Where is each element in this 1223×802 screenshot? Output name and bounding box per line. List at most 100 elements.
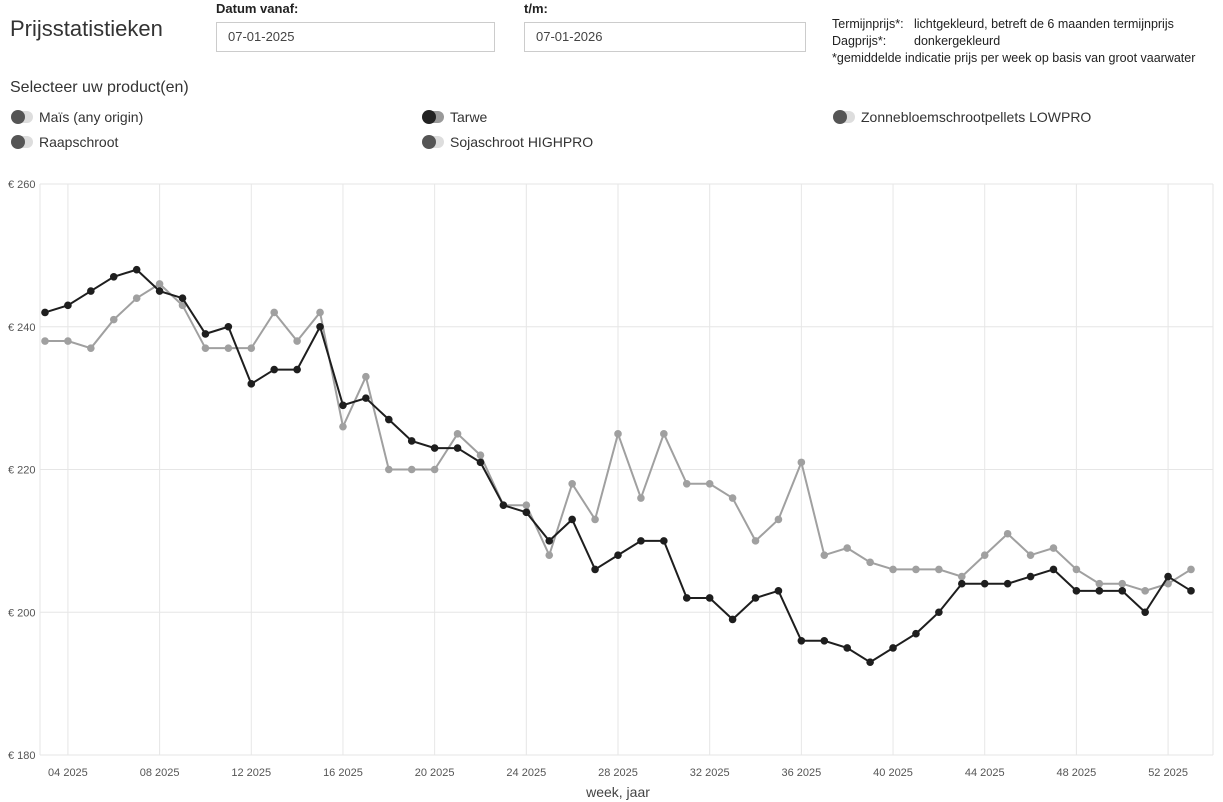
data-point: [522, 508, 531, 517]
data-point: [201, 330, 210, 338]
product-label: Tarwe: [450, 109, 488, 125]
data-point: [1164, 579, 1172, 588]
data-point: [1003, 579, 1012, 588]
product-toggle-raapschroot[interactable]: Raapschroot: [11, 134, 118, 150]
data-point: [453, 430, 462, 438]
product-label: Zonnebloemschrootpellets LOWPRO: [861, 109, 1092, 125]
term-key: Termijnprijs*:: [832, 17, 904, 31]
data-point: [1118, 579, 1127, 588]
data-point: [247, 344, 256, 352]
data-point: [660, 430, 668, 438]
data-point: [155, 280, 164, 288]
data-point: [1026, 551, 1035, 559]
x-tick-label: 20 2025: [415, 767, 455, 779]
data-point: [407, 437, 416, 445]
data-point: [339, 422, 347, 431]
data-point: [591, 515, 599, 524]
data-point: [1003, 529, 1012, 538]
x-tick-label: 32 2025: [690, 767, 730, 779]
data-point: [820, 637, 829, 645]
data-point: [843, 544, 851, 552]
data-point: [935, 608, 943, 617]
data-point: [522, 501, 531, 509]
data-point: [270, 308, 279, 317]
data-point: [1049, 544, 1058, 552]
data-point: [1095, 587, 1104, 595]
data-point: [64, 337, 72, 345]
data-point: [889, 644, 897, 652]
data-point: [912, 629, 920, 638]
product-toggle-zonnebloem[interactable]: Zonnebloemschrootpellets LOWPRO: [833, 109, 1091, 125]
data-point: [385, 415, 393, 424]
x-tick-label: 44 2025: [965, 767, 1005, 779]
y-tick-label: € 240: [8, 322, 36, 334]
data-point: [224, 322, 233, 331]
y-tick-label: € 180: [8, 750, 36, 762]
data-point: [1026, 572, 1035, 581]
data-point: [568, 479, 576, 488]
data-point: [132, 265, 141, 274]
data-point: [362, 394, 370, 402]
data-point: [109, 272, 118, 281]
toggle-icon: [11, 135, 33, 149]
data-point: [64, 301, 72, 310]
x-tick-label: 28 2025: [598, 767, 638, 779]
data-point: [339, 401, 347, 410]
y-tick-label: € 220: [8, 465, 36, 477]
data-point: [866, 658, 874, 667]
date-to-label: t/m:: [524, 1, 548, 16]
data-point: [889, 565, 897, 574]
data-point: [1141, 587, 1149, 595]
data-point: [41, 337, 49, 345]
product-label: Raapschroot: [39, 134, 119, 150]
data-point: [545, 537, 554, 545]
data-point: [1095, 579, 1104, 588]
data-point: [774, 515, 783, 524]
x-tick-label: 52 2025: [1148, 767, 1188, 779]
price-legend: Termijnprijs*: lichtgekleurd, betreft de …: [832, 16, 1195, 67]
product-toggle-tarwe[interactable]: Tarwe: [422, 109, 487, 125]
data-point: [178, 294, 187, 303]
data-point: [155, 287, 164, 295]
data-point: [705, 479, 714, 488]
data-point: [293, 365, 301, 374]
select-products-label: Selecteer uw product(en): [10, 79, 189, 96]
product-toggle-soja[interactable]: Sojaschroot HIGHPRO: [422, 134, 593, 150]
data-point: [1049, 565, 1058, 574]
data-point: [247, 380, 256, 388]
product-label: Sojaschroot HIGHPRO: [450, 134, 594, 150]
data-point: [843, 644, 851, 652]
data-point: [385, 465, 393, 474]
y-tick-label: € 260: [8, 179, 36, 191]
data-point: [109, 315, 118, 324]
data-point: [980, 551, 989, 559]
product-toggle-mais[interactable]: Maïs (any origin): [11, 109, 143, 125]
legend-note: *gemiddelde indicatie prijs per week op …: [832, 51, 1196, 65]
data-point: [614, 551, 622, 559]
data-point: [87, 344, 95, 352]
data-point: [476, 451, 485, 460]
product-label: Maïs (any origin): [39, 109, 144, 125]
y-tick-label: € 200: [8, 607, 36, 619]
date-from-input[interactable]: 07-01-2025: [216, 22, 495, 52]
data-point: [980, 579, 989, 588]
data-point: [797, 637, 806, 645]
data-point: [476, 458, 485, 467]
x-tick-label: 12 2025: [231, 767, 271, 779]
toggle-icon: [11, 110, 33, 124]
page-title: Prijsstatistieken: [10, 16, 163, 41]
data-point: [682, 479, 691, 488]
data-point: [1187, 587, 1195, 595]
day-key: Dagprijs*:: [832, 34, 887, 48]
data-point: [728, 615, 737, 624]
data-point: [178, 301, 187, 310]
data-point: [293, 337, 301, 345]
date-to-input[interactable]: 07-01-2026: [524, 22, 806, 52]
x-tick-label: 04 2025: [48, 767, 88, 779]
data-point: [751, 594, 760, 602]
toggle-icon: [833, 110, 855, 124]
data-point: [499, 501, 508, 509]
data-point: [407, 465, 416, 474]
x-tick-label: 48 2025: [1057, 767, 1097, 779]
